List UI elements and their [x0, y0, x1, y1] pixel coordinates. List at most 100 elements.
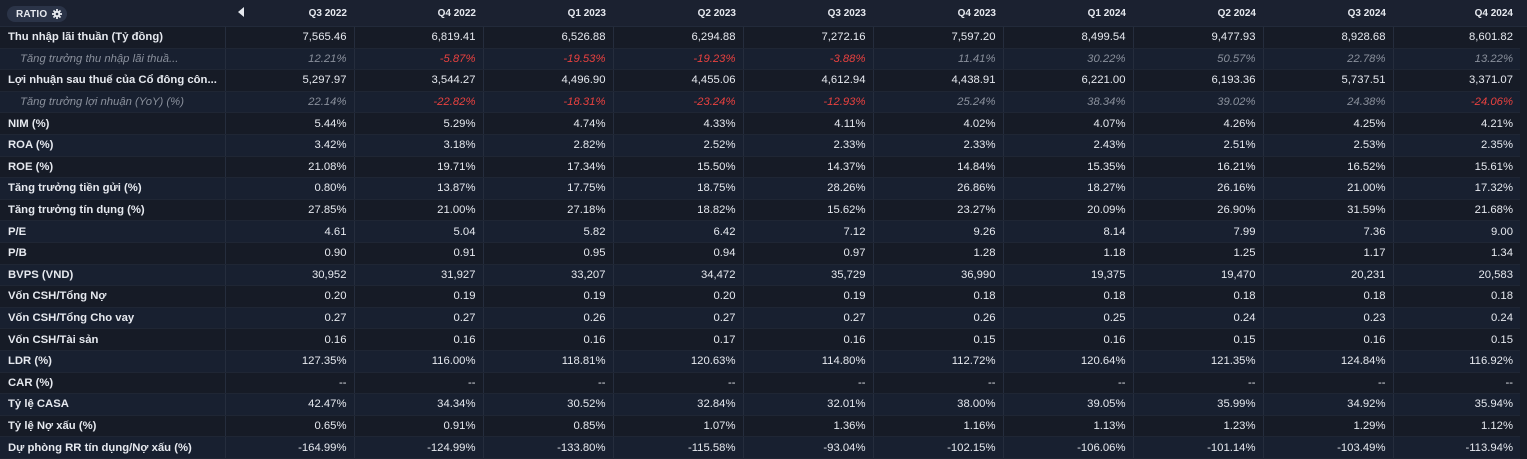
- table-row[interactable]: CAR (%) -- -- -- -- -- -- -- -- -- --: [0, 372, 1520, 395]
- table-cell: 4.26%: [1133, 112, 1264, 135]
- table-cell: 26.16%: [1133, 177, 1264, 200]
- table-cell: 1.17: [1263, 242, 1394, 265]
- table-cell: 36,990: [873, 264, 1004, 287]
- row-label: P/B: [0, 242, 226, 265]
- table-cell: 0.17: [613, 328, 744, 351]
- table-cell: 7.99: [1133, 220, 1264, 243]
- table-cell: 1.12%: [1393, 415, 1520, 438]
- table-row[interactable]: ROE (%) 21.08% 19.71% 17.34% 15.50% 14.37% 14.…: [0, 156, 1520, 179]
- column-header: Q4 2022: [437, 8, 476, 19]
- table-cell: 4.74%: [483, 112, 614, 135]
- table-row[interactable]: Tăng trưởng tiền gửi (%) 0.80% 13.87% 17.75…: [0, 177, 1520, 200]
- table-cell: -103.49%: [1263, 436, 1394, 459]
- table-cell: 0.95: [483, 242, 614, 265]
- table-cell: 1.18: [1003, 242, 1134, 265]
- table-cell: --: [1263, 372, 1394, 395]
- table-row[interactable]: Vốn CSH/Tổng Cho vay 0.27 0.27 0.26 0.27 0.27…: [0, 307, 1520, 330]
- table-row[interactable]: Thu nhập lãi thuần (Tỷ đồng) 7,565.46 6,81…: [0, 27, 1520, 49]
- table-cell: 1.28: [873, 242, 1004, 265]
- table-cell: 6,526.88: [483, 27, 614, 49]
- table-cell: 19,470: [1133, 264, 1264, 287]
- table-cell: 19.71%: [354, 156, 484, 179]
- table-cell: 0.24: [1393, 307, 1520, 330]
- row-label: CAR (%): [0, 372, 226, 395]
- table-row[interactable]: P/B 0.90 0.91 0.95 0.94 0.97 1.28 1.18 1.25 1.17 1…: [0, 242, 1520, 265]
- table-cell: 0.16: [225, 328, 355, 351]
- table-row[interactable]: Lợi nhuận sau thuế của Cổ đông côn... 5,2…: [0, 69, 1520, 92]
- table-cell: 1.36%: [743, 415, 874, 438]
- caret-left-icon[interactable]: [238, 7, 244, 17]
- table-cell: 20,231: [1263, 264, 1394, 287]
- column-header: Q2 2024: [1217, 8, 1256, 19]
- table-row[interactable]: NIM (%) 5.44% 5.29% 4.74% 4.33% 4.11% 4.02% 4.0…: [0, 112, 1520, 135]
- table-cell: 0.16: [483, 328, 614, 351]
- table-cell: 34.34%: [354, 393, 484, 416]
- table-cell: 0.25: [1003, 307, 1134, 330]
- table-cell: 0.97: [743, 242, 874, 265]
- row-label: Vốn CSH/Tài sản: [0, 328, 226, 351]
- row-label: Thu nhập lãi thuần (Tỷ đồng): [0, 27, 226, 49]
- table-cell: -106.06%: [1003, 436, 1134, 459]
- table-row[interactable]: Vốn CSH/Tài sản 0.16 0.16 0.16 0.17 0.16 0.15 0…: [0, 328, 1520, 351]
- ratio-settings-button[interactable]: RATIO: [7, 6, 67, 22]
- table-cell: 5.29%: [354, 112, 484, 135]
- table-cell: 9,477.93: [1133, 27, 1264, 49]
- table-cell: 0.18: [1003, 285, 1134, 308]
- table-cell: 8,928.68: [1263, 27, 1394, 49]
- table-cell: -24.06%: [1393, 91, 1520, 114]
- table-cell: 2.33%: [873, 134, 1004, 157]
- table-cell: 15.62%: [743, 199, 874, 222]
- table-row[interactable]: Tỷ lệ Nợ xấu (%) 0.65% 0.91% 0.85% 1.07% 1.36…: [0, 415, 1520, 438]
- table-row[interactable]: LDR (%) 127.35% 116.00% 118.81% 120.63% 114.8…: [0, 350, 1520, 373]
- table-cell: 9.00: [1393, 220, 1520, 243]
- table-cell: -133.80%: [483, 436, 614, 459]
- table-cell: -164.99%: [225, 436, 355, 459]
- table-cell: -19.53%: [483, 48, 614, 71]
- table-row[interactable]: Tỷ lệ CASA 42.47% 34.34% 30.52% 32.84% 32.01%…: [0, 393, 1520, 416]
- column-header: Q3 2023: [827, 8, 866, 19]
- table-cell: -102.15%: [873, 436, 1004, 459]
- table-cell: 4.07%: [1003, 112, 1134, 135]
- table-row[interactable]: BVPS (VND) 30,952 31,927 33,207 34,472 35,729…: [0, 264, 1520, 287]
- table-cell: 6,221.00: [1003, 69, 1134, 92]
- table-cell: 0.19: [354, 285, 484, 308]
- table-cell: 32.84%: [613, 393, 744, 416]
- row-label: Dự phòng RR tín dụng/Nợ xấu (%): [0, 436, 226, 459]
- table-cell: 23.27%: [873, 199, 1004, 222]
- table-cell: 21.00%: [354, 199, 484, 222]
- gear-icon[interactable]: [52, 9, 63, 19]
- table-cell: 0.27: [354, 307, 484, 330]
- table-cell: 3,544.27: [354, 69, 484, 92]
- table-row[interactable]: Tăng trưởng thu nhập lãi thuầ... 12.21% -5…: [0, 48, 1520, 71]
- table-cell: 4,455.06: [613, 69, 744, 92]
- table-cell: 120.63%: [613, 350, 744, 373]
- table-cell: 4,612.94: [743, 69, 874, 92]
- row-label: Lợi nhuận sau thuế của Cổ đông côn...: [0, 69, 226, 92]
- table-cell: 22.14%: [225, 91, 355, 114]
- table-cell: 0.18: [1393, 285, 1520, 308]
- table-cell: 42.47%: [225, 393, 355, 416]
- table-cell: -22.82%: [354, 91, 484, 114]
- table-cell: 0.15: [873, 328, 1004, 351]
- table-cell: 11.41%: [873, 48, 1004, 71]
- table-row[interactable]: Tăng trưởng lợi nhuận (YoY) (%) 22.14% -22…: [0, 91, 1520, 114]
- table-row[interactable]: ROA (%) 3.42% 3.18% 2.82% 2.52% 2.33% 2.33% 2.4…: [0, 134, 1520, 157]
- table-cell: 114.80%: [743, 350, 874, 373]
- column-header: Q2 2023: [697, 8, 736, 19]
- table-cell: --: [1393, 372, 1520, 395]
- table-row[interactable]: Tăng trưởng tín dụng (%) 27.85% 21.00% 27.1…: [0, 199, 1520, 222]
- table-cell: 0.19: [483, 285, 614, 308]
- table-cell: --: [354, 372, 484, 395]
- table-cell: 6,294.88: [613, 27, 744, 49]
- row-label: Vốn CSH/Tổng Nợ: [0, 285, 226, 308]
- table-cell: 4.25%: [1263, 112, 1394, 135]
- table-cell: 4.33%: [613, 112, 744, 135]
- table-row[interactable]: Dự phòng RR tín dụng/Nợ xấu (%) -164.99% -…: [0, 436, 1520, 459]
- table-cell: 124.84%: [1263, 350, 1394, 373]
- table-cell: 0.85%: [483, 415, 614, 438]
- column-header: Q4 2024: [1474, 8, 1513, 19]
- table-cell: --: [1003, 372, 1134, 395]
- table-row[interactable]: P/E 4.61 5.04 5.82 6.42 7.12 9.26 8.14 7.99 7.36 9…: [0, 220, 1520, 243]
- table-row[interactable]: Vốn CSH/Tổng Nợ 0.20 0.19 0.19 0.20 0.19 0.18 0…: [0, 285, 1520, 308]
